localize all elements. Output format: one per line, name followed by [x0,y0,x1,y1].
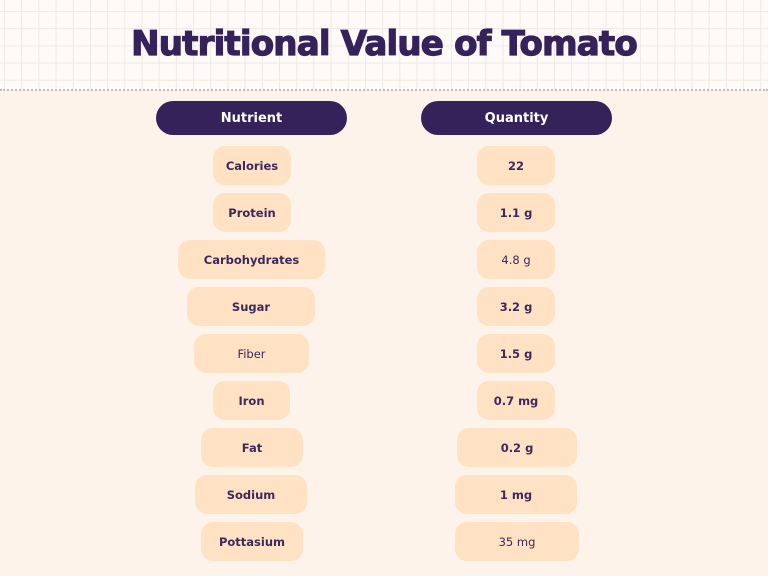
quantity-cell-protein: 1.1 g [477,193,555,232]
column-header-nutrient: Nutrient [156,101,347,135]
header-divider [0,89,768,91]
nutrient-cell-calories: Calories [213,146,291,185]
nutrient-cell-fat: Fat [201,428,303,467]
nutrient-cell-sodium: Sodium [195,475,307,514]
quantity-cell-calories: 22 [477,146,555,185]
quantity-cell-sugar: 3.2 g [477,287,555,326]
quantity-cell-iron: 0.7 mg [477,381,555,420]
quantity-cell-sodium: 1 mg [455,475,577,514]
nutrient-cell-carbohydrates: Carbohydrates [178,240,325,279]
quantity-cell-fat: 0.2 g [457,428,577,467]
page-title: Nutritional Value of Tomato [130,23,638,64]
quantity-cell-carbohydrates: 4.8 g [477,240,555,279]
column-header-quantity: Quantity [421,101,612,135]
nutrient-cell-sugar: Sugar [187,287,315,326]
header-grid-background [0,0,768,90]
nutrient-cell-iron: Iron [213,381,290,420]
quantity-cell-fiber: 1.5 g [477,334,555,373]
nutrient-cell-fiber: Fiber [194,334,309,373]
nutrient-cell-protein: Protein [213,193,291,232]
quantity-cell-pottasium: 35 mg [455,522,579,561]
nutrient-cell-pottasium: Pottasium [201,522,303,561]
